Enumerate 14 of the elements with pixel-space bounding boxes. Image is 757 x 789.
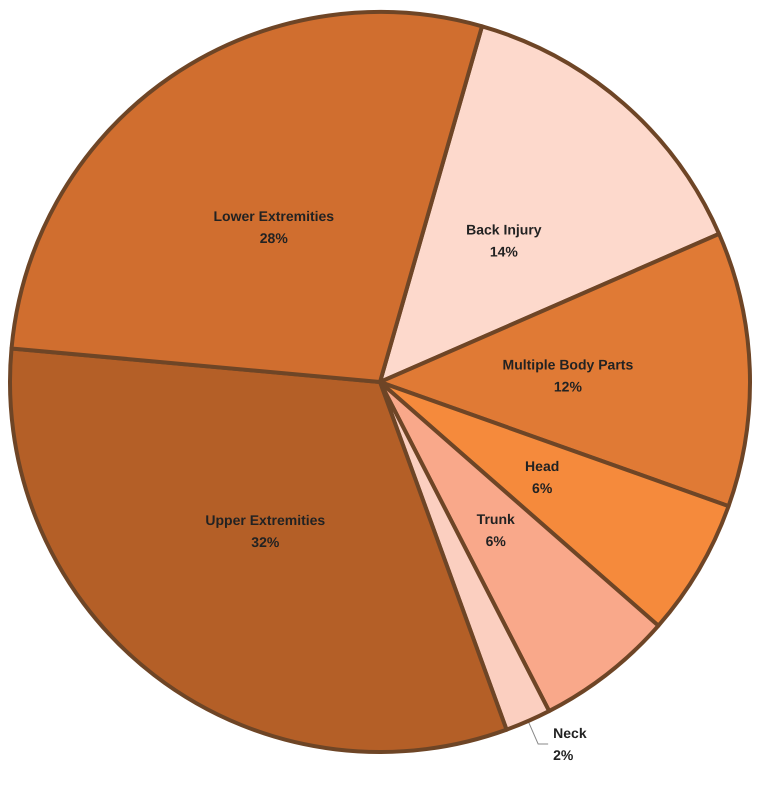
data-label: 2% xyxy=(553,746,574,763)
slice-label: Lower Extremities xyxy=(213,208,334,224)
data-label: 6% xyxy=(486,533,506,550)
slice-label: Trunk xyxy=(476,511,516,528)
slice-label: Upper Extremities xyxy=(205,512,326,528)
data-label: 6% xyxy=(532,480,553,496)
data-label: 28% xyxy=(260,230,288,246)
slice-label: Neck xyxy=(553,724,587,741)
slice-label: Multiple Body Parts xyxy=(502,356,634,372)
slice-label: Back Injury xyxy=(466,222,542,238)
data-label: 14% xyxy=(490,244,518,260)
slice-label: Head xyxy=(525,458,560,474)
data-label: 32% xyxy=(251,534,280,550)
data-label: 12% xyxy=(554,378,582,394)
